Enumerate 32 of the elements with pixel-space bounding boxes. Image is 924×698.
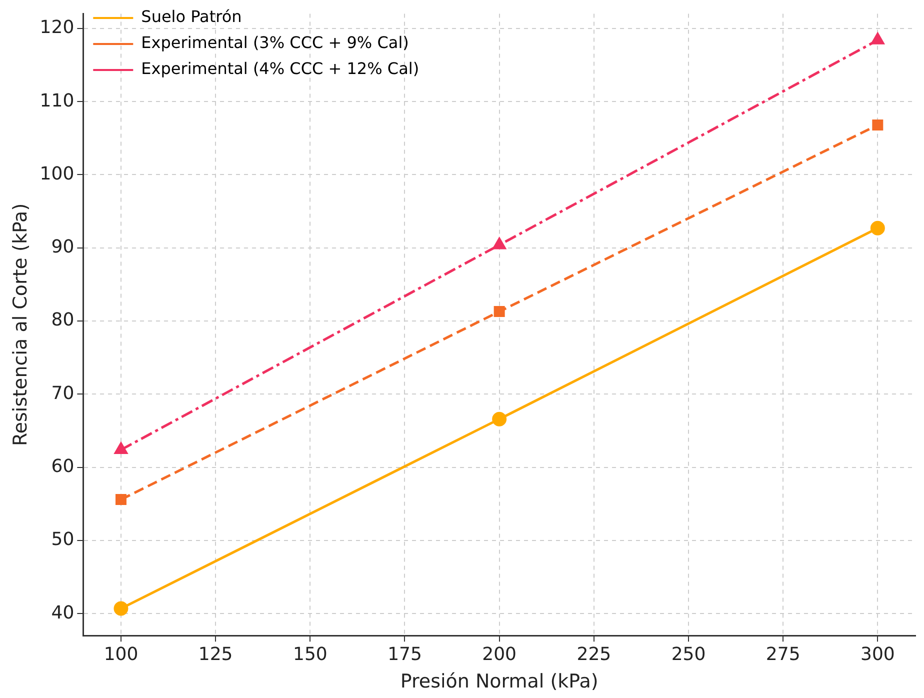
point — [871, 32, 884, 44]
point — [870, 220, 885, 236]
x-tick-label: 275 — [766, 644, 800, 666]
y-axis-title: Resistencia al Corte (kPa) — [9, 203, 32, 446]
x-tick-label: 150 — [292, 644, 328, 666]
y-tick-label: 50 — [51, 529, 74, 550]
x-tick-label: 300 — [860, 644, 895, 666]
legend-label: Suelo Patrón — [141, 7, 242, 26]
legend-label: Experimental (4% CCC + 12% Cal) — [141, 59, 420, 78]
point — [114, 601, 128, 616]
point — [492, 238, 506, 250]
y-tick-label: 100 — [40, 163, 74, 184]
point — [492, 412, 507, 426]
y-tick-label: 90 — [51, 236, 74, 258]
point — [494, 306, 505, 318]
legend-label: Experimental (3% CCC + 9% Cal) — [141, 33, 409, 52]
y-tick-label: 60 — [51, 456, 74, 478]
point — [116, 494, 126, 506]
y-tick-label: 40 — [51, 602, 74, 624]
x-tick-label: 100 — [104, 644, 138, 666]
y-tick-label: 70 — [51, 382, 74, 404]
x-tick-label: 200 — [482, 644, 517, 666]
x-tick-label: 225 — [576, 644, 612, 666]
y-tick-label: 110 — [40, 90, 74, 112]
x-tick-label: 125 — [198, 644, 233, 666]
x-tick-label: 250 — [671, 644, 706, 666]
x-axis-title: Presión Normal (kPa) — [400, 670, 598, 693]
point — [872, 120, 884, 130]
y-tick-label: 80 — [51, 310, 74, 331]
point — [114, 442, 128, 454]
y-tick-label: 120 — [40, 17, 74, 38]
x-tick-label: 175 — [388, 644, 422, 666]
